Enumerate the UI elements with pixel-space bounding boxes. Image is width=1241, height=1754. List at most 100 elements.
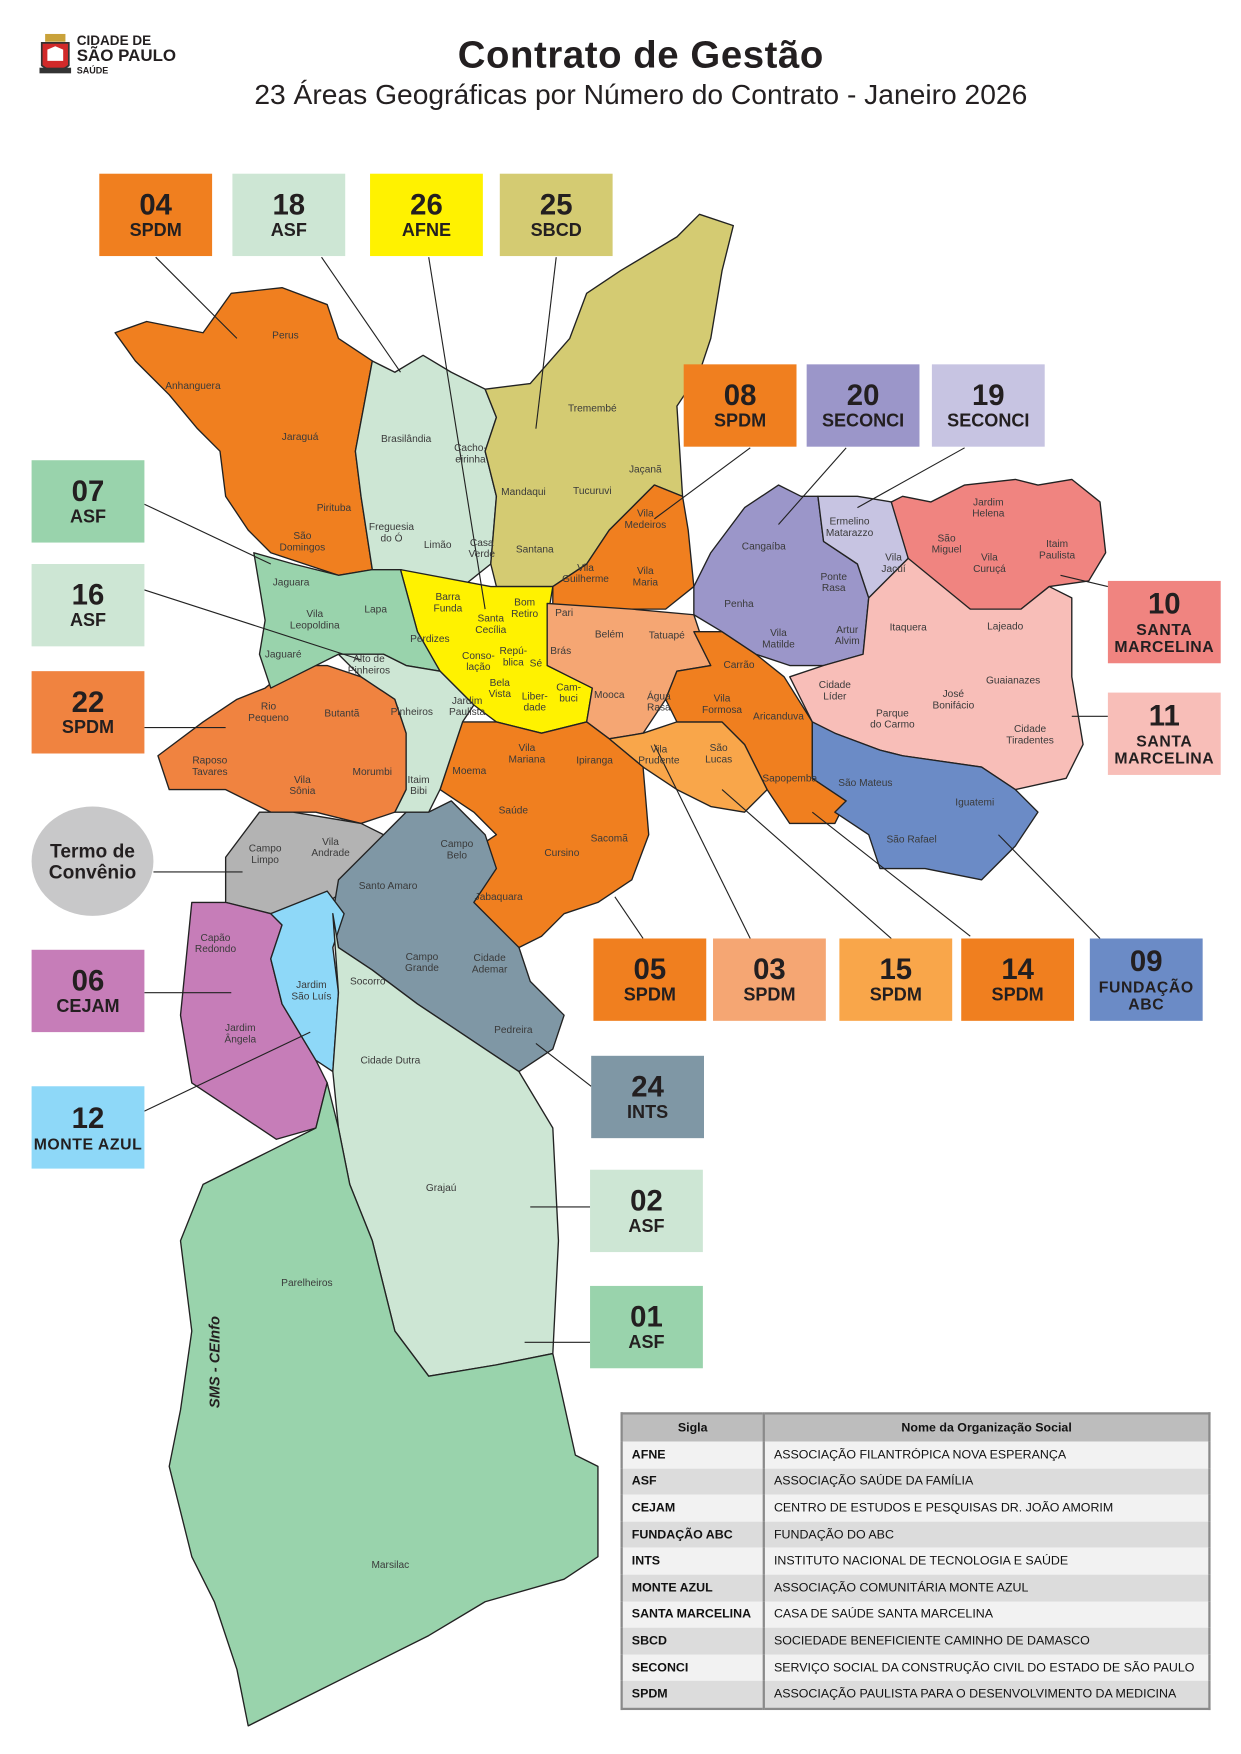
region-area-01 — [168, 1082, 599, 1727]
leader-line — [144, 589, 362, 661]
district-label: Raposo Tavares — [192, 754, 228, 778]
area-number: 02 — [630, 1183, 663, 1218]
district-label: Rio Pequeno — [248, 700, 289, 724]
district-label: Casa Verde — [468, 536, 496, 560]
area-number: 11 — [1148, 698, 1180, 733]
district-label: Moema — [452, 764, 487, 777]
district-label: Sapopemba — [762, 772, 818, 784]
area-label-19: 19 SECONCI — [931, 364, 1045, 447]
district-label: Alto de Pinheiros — [347, 653, 391, 676]
logo-line-2: SÃO PAULO — [76, 46, 177, 66]
area-number: 06 — [71, 963, 105, 998]
district-label: Cidade Dutra — [360, 1054, 421, 1066]
area-label-12: 12 MONTE AZUL — [31, 1086, 145, 1169]
district-label: Pari — [555, 606, 574, 619]
district-label: São Mateus — [838, 777, 893, 789]
area-label-20: 20 SECONCI — [806, 364, 920, 447]
leader-line — [144, 503, 272, 565]
organization-name-cell: SERVIÇO SOCIAL DA CONSTRUÇÃO CIVIL DO ES… — [763, 1654, 1210, 1682]
district-label: Socorro — [350, 975, 386, 987]
leader-line — [321, 256, 401, 373]
district-label: Ipiranga — [576, 754, 613, 766]
district-label: Pinheiros — [390, 706, 433, 718]
district-label: Santa Cecília — [475, 612, 507, 636]
area-label-11: 11 SANTA MARCELINA — [1107, 692, 1221, 775]
district-label: Pedreira — [494, 1024, 533, 1036]
district-label: Morumbi — [352, 765, 393, 778]
table-row: FUNDAÇÃO ABC FUNDAÇÃO DO ABC — [621, 1521, 1210, 1549]
table-row: INTS INSTITUTO NACIONAL DE TECNOLOGIA E S… — [621, 1548, 1210, 1575]
region-area-09 — [811, 721, 1039, 881]
area-number: 15 — [879, 952, 913, 986]
area-label-25: 25 SBCD — [499, 173, 613, 257]
area-number: 14 — [1001, 952, 1034, 986]
termo-convenio-label: Termo de Convênio — [31, 806, 154, 916]
sigla-cell: FUNDAÇÃO ABC — [621, 1521, 765, 1549]
area-number: 09 — [1129, 944, 1163, 978]
district-label: Artur Alvim — [834, 623, 860, 647]
district-label: Parelheiros — [281, 1276, 333, 1289]
district-label: Barra Funda — [433, 591, 463, 614]
district-label: Vila Formosa — [702, 692, 743, 716]
district-label: Itaim Bibi — [407, 773, 430, 797]
area-label-01: 01 ASF — [590, 1285, 703, 1369]
district-label: Jaguara — [272, 576, 310, 588]
leader-line — [778, 447, 847, 525]
area-number: 07 — [71, 473, 105, 508]
area-label-08: 08 SPDM — [683, 364, 797, 447]
district-label: São Miguel — [931, 532, 962, 555]
district-label: Jaçanã — [628, 463, 662, 475]
area-organization: ASF — [628, 1217, 665, 1237]
district-label: Freguesia do Ó — [368, 521, 415, 544]
area-number: 10 — [1147, 586, 1181, 621]
district-label: Cursino — [544, 847, 580, 859]
district-label: Ponte Rasa — [820, 570, 848, 594]
leader-line — [857, 447, 965, 509]
district-label: Brasilândia — [381, 433, 432, 445]
logo-line-3: SAÚDE — [76, 65, 109, 76]
area-label-26: 26 AFNE — [370, 173, 483, 257]
district-label: Jardim São Luís — [291, 979, 332, 1002]
area-organization: FUNDAÇÃO ABC — [1098, 977, 1194, 1013]
sigla-cell: SBCD — [621, 1627, 765, 1655]
area-number: 01 — [630, 1299, 663, 1334]
district-label: Jardim Paulista — [449, 694, 486, 718]
district-label: Grajaú — [425, 1182, 457, 1194]
district-label: Bela Vista — [488, 676, 511, 700]
organization-name-cell: ASSOCIAÇÃO COMUNITÁRIA MONTE AZUL — [763, 1574, 1210, 1602]
district-label: Mooca — [593, 689, 625, 701]
area-label-18: 18 ASF — [232, 173, 346, 257]
district-label: Vila Jacuí — [881, 551, 906, 575]
district-label: Penha — [724, 597, 754, 610]
sigla-cell: SECONCI — [621, 1654, 765, 1682]
leader-line — [428, 257, 486, 610]
district-label: Anhanguera — [165, 380, 221, 392]
district-label: Vila Sônia — [289, 773, 316, 797]
table-row: SBCD SOCIEDADE BENEFICIENTE CAMINHO DE DA… — [621, 1627, 1210, 1655]
district-label: Itaim Paulista — [1039, 538, 1076, 561]
area-organization: SANTA MARCELINA — [1114, 620, 1215, 656]
area-organization: SECONCI — [821, 411, 905, 431]
district-label: Pirituba — [316, 501, 352, 514]
area-number: 25 — [539, 187, 573, 222]
district-label: Sé — [529, 657, 543, 669]
district-label: Butantã — [324, 707, 360, 719]
area-label-10: 10 SANTA MARCELINA — [1107, 580, 1221, 664]
area-label-07: 07 ASF — [31, 460, 145, 543]
district-label: Mandaqui — [501, 486, 546, 498]
district-label: Vila Curuçá — [973, 551, 1006, 575]
district-label: Cidade Ademar — [471, 952, 508, 975]
region-area-22 — [157, 664, 407, 825]
district-label: Cidade Líder — [818, 679, 851, 702]
area-number: 24 — [631, 1069, 664, 1104]
district-label: Cacho- eirinha — [454, 442, 487, 465]
district-label: Vila Leopoldina — [289, 607, 340, 631]
district-label: Santana — [515, 543, 554, 555]
district-label: Vila Medeiros — [624, 507, 667, 531]
leader-line — [144, 1031, 311, 1112]
area-number: 05 — [633, 952, 667, 986]
district-label: Carrão — [723, 658, 755, 671]
